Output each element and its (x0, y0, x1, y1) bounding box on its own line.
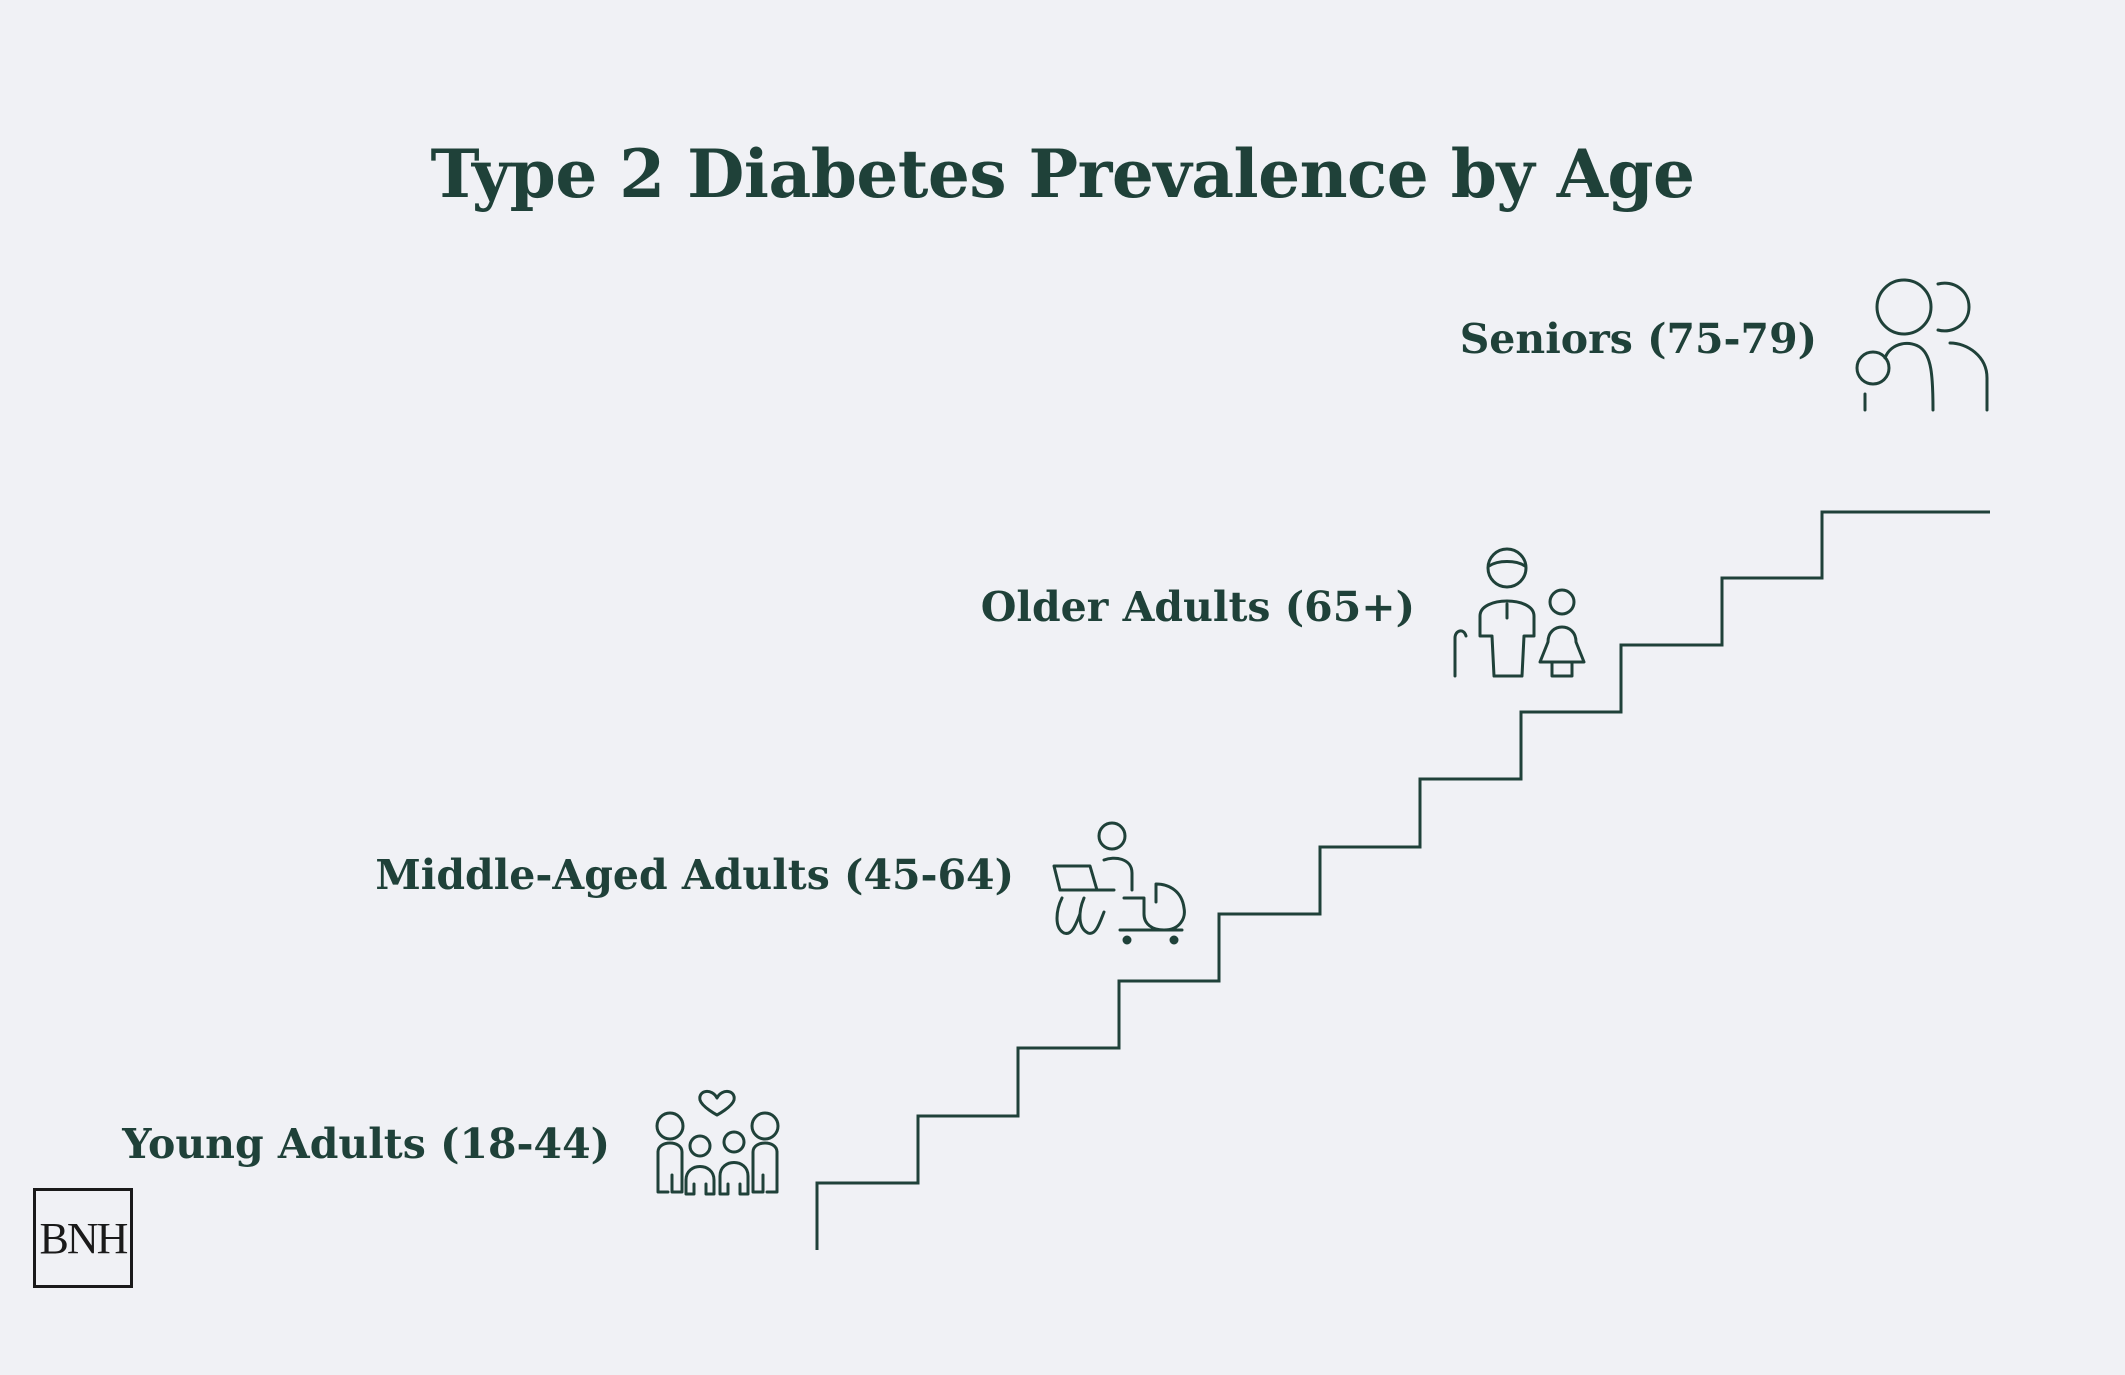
senior-people-icon (1855, 278, 1990, 413)
stage-label-seniors: Seniors (75-79) (1459, 315, 1817, 363)
working-parent-stroller-icon (1052, 818, 1187, 948)
family-icon (650, 1080, 785, 1220)
elderly-couple-icon (1452, 546, 1588, 681)
page-title: Type 2 Diabetes Prevalence by Age (430, 135, 1695, 213)
stage-label-middle-aged-adults: Middle-Aged Adults (45-64) (375, 851, 1014, 899)
stage-label-older-adults: Older Adults (65+) (980, 583, 1415, 631)
bnh-logo: BNH (33, 1188, 133, 1288)
stage-label-young-adults: Young Adults (18-44) (122, 1120, 610, 1168)
